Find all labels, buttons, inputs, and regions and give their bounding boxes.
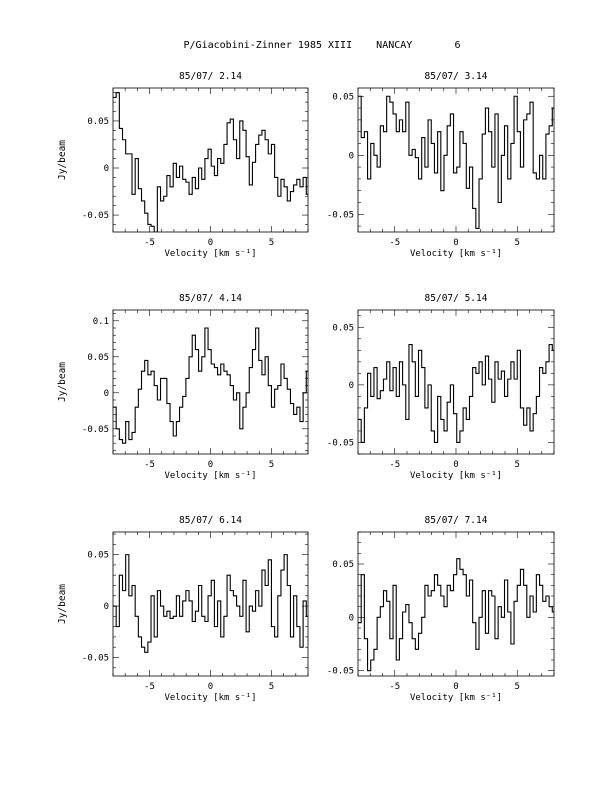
- x-tick-label: -5: [144, 682, 155, 692]
- chart-panel-1: -5 0 5 -0.05 0 0.05 85/07/ 2.14 Velocity [km s⁻…: [57, 71, 309, 259]
- x-tick-label: 0: [453, 238, 458, 248]
- panels: -5 0 5 -0.05 0 0.05 85/07/ 2.14 Velocity [km s⁻…: [57, 71, 555, 703]
- y-tick-label: 0.05: [87, 551, 109, 561]
- chart-panel-3: -5 0 5 -0.05 0 0.05 0.1 85/07/ 4.14 Velocity [km…: [57, 293, 309, 481]
- y-tick-label: -0.05: [82, 653, 109, 663]
- plot-frame: [357, 531, 555, 677]
- x-tick-label: -5: [389, 682, 400, 692]
- y-tick-label: 0: [104, 164, 109, 174]
- x-tick-label: 0: [453, 682, 458, 692]
- spectrum-series: [113, 327, 308, 444]
- y-tick-label: -0.05: [327, 438, 354, 448]
- y-tick-label: 0.1: [93, 317, 109, 327]
- chart-panel-2: -5 0 5 -0.05 0 0.05 85/07/ 3.14 Velocity [km s⁻…: [327, 71, 555, 259]
- x-axis-label: Velocity [km s⁻¹]: [164, 471, 256, 481]
- plot-frame: [357, 87, 555, 233]
- x-axis-label: Velocity [km s⁻¹]: [410, 249, 502, 259]
- x-tick-label: 0: [208, 460, 213, 470]
- y-tick-label: 0: [104, 389, 109, 399]
- y-tick-label: 0: [104, 602, 109, 612]
- x-tick-label: 5: [515, 682, 520, 692]
- x-tick-label: -5: [144, 460, 155, 470]
- spectrum-series: [358, 344, 554, 444]
- x-tick-label: 0: [208, 682, 213, 692]
- x-tick-label: -5: [389, 460, 400, 470]
- spectrum-series: [113, 92, 308, 232]
- x-tick-label: 5: [269, 238, 274, 248]
- y-tick-label: 0.05: [332, 92, 354, 102]
- x-tick-label: 0: [208, 238, 213, 248]
- y-tick-label: 0.05: [332, 560, 354, 570]
- y-tick-label: -0.05: [82, 211, 109, 221]
- y-tick-label: 0: [349, 151, 354, 161]
- chart-panel-5: -5 0 5 -0.05 0 0.05 85/07/ 6.14 Velocity [km s⁻…: [57, 515, 309, 703]
- y-tick-label: 0: [349, 613, 354, 623]
- y-tick-label: 0.05: [87, 353, 109, 363]
- chart-title: 85/07/ 2.14: [179, 71, 242, 82]
- x-tick-label: -5: [389, 238, 400, 248]
- y-tick-label: -0.05: [327, 210, 354, 220]
- x-tick-label: 5: [515, 460, 520, 470]
- x-axis-label: Velocity [km s⁻¹]: [410, 471, 502, 481]
- y-axis-label: Jy/beam: [57, 140, 68, 180]
- page-title: P/Giacobini-Zinner 1985 XIII NANCAY 6: [184, 40, 461, 51]
- plot-frame: [112, 309, 309, 455]
- chart-panel-6: -5 0 5 -0.05 0 0.05 85/07/ 7.14 Velocity [km s⁻…: [327, 515, 555, 703]
- chart-title: 85/07/ 6.14: [179, 515, 242, 526]
- spectrum-series: [113, 554, 308, 653]
- plot-frame: [357, 309, 555, 455]
- chart-title: 85/07/ 7.14: [425, 515, 488, 526]
- x-axis-label: Velocity [km s⁻¹]: [410, 693, 502, 703]
- y-axis-label: Jy/beam: [57, 362, 68, 402]
- chart-title: 85/07/ 3.14: [425, 71, 488, 82]
- y-tick-label: 0: [349, 381, 354, 391]
- spectrum-series: [358, 558, 554, 672]
- y-tick-label: -0.05: [82, 425, 109, 435]
- x-axis-label: Velocity [km s⁻¹]: [164, 693, 256, 703]
- x-axis-label: Velocity [km s⁻¹]: [164, 249, 256, 259]
- y-tick-label: 0.05: [87, 117, 109, 127]
- chart-panel-4: -5 0 5 -0.05 0 0.05 85/07/ 5.14 Velocity [km s⁻…: [327, 293, 555, 481]
- x-tick-label: -5: [144, 238, 155, 248]
- x-tick-label: 5: [515, 238, 520, 248]
- x-tick-label: 5: [269, 682, 274, 692]
- chart-title: 85/07/ 5.14: [425, 293, 488, 304]
- y-tick-label: -0.05: [327, 667, 354, 677]
- spectrum-series: [358, 95, 554, 230]
- chart-title: 85/07/ 4.14: [179, 293, 242, 304]
- x-tick-label: 0: [453, 460, 458, 470]
- y-axis-label: Jy/beam: [57, 584, 68, 624]
- y-tick-label: 0.05: [332, 323, 354, 333]
- x-tick-label: 5: [269, 460, 274, 470]
- plot-frame: [112, 87, 309, 233]
- plot-frame: [112, 531, 309, 677]
